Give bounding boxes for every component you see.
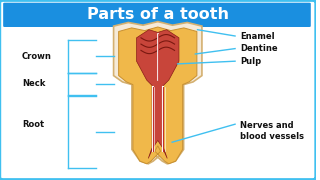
Text: Neck: Neck bbox=[22, 79, 45, 88]
Polygon shape bbox=[119, 27, 197, 164]
FancyBboxPatch shape bbox=[3, 3, 311, 27]
Text: Crown: Crown bbox=[22, 52, 52, 61]
Text: Pulp: Pulp bbox=[240, 57, 261, 66]
Text: Nerves and
blood vessels: Nerves and blood vessels bbox=[240, 121, 304, 141]
Text: Dentine: Dentine bbox=[240, 44, 277, 53]
Polygon shape bbox=[137, 30, 179, 158]
Text: Root: Root bbox=[22, 120, 44, 129]
Text: Enamel: Enamel bbox=[240, 31, 275, 40]
Text: Parts of a tooth: Parts of a tooth bbox=[87, 7, 229, 22]
Polygon shape bbox=[114, 22, 202, 164]
